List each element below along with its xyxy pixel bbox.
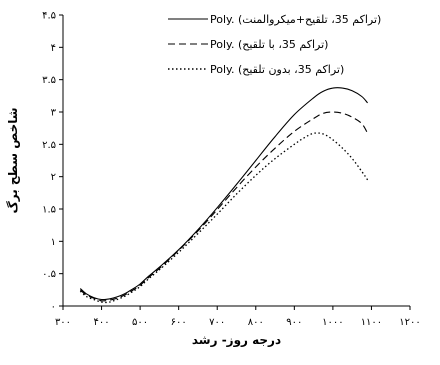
x-tick-label: ۶۰۰ xyxy=(171,317,187,328)
y-tick-label: ۴ xyxy=(51,43,56,54)
x-axis-title: درجه روز- رشد xyxy=(192,333,281,348)
chart-legend: Poly. (تراکم 35، تلقیح+میکروالمنت) Poly. … xyxy=(168,13,381,76)
y-tick-label: ۰ xyxy=(51,302,56,313)
x-axis-ticks: ۳۰۰ ۴۰۰ ۵۰۰ ۶۰۰ ۷۰۰ ۸۰۰ ۹۰۰ ۱۰۰۰ ۱۱۰۰ ۱۲۰۰ xyxy=(55,306,421,328)
x-tick-label: ۴۰۰ xyxy=(93,317,109,328)
x-tick-label: ۸۰۰ xyxy=(248,317,264,328)
y-tick-label: ۲ xyxy=(51,172,56,183)
x-tick-label: ۹۰۰ xyxy=(286,317,302,328)
y-tick-label: ۰.۵ xyxy=(42,269,56,280)
y-tick-label: ۱.۵ xyxy=(42,205,56,216)
x-tick-label: ۵۰۰ xyxy=(132,317,148,328)
x-tick-label: ۱۰۰۰ xyxy=(322,317,343,328)
series-line-1 xyxy=(79,87,369,301)
y-tick-label: ۴.۵ xyxy=(42,11,56,22)
x-tick-label: ۷۰۰ xyxy=(209,317,225,328)
legend-label-3: Poly. (تراکم 35، بدون تلقیح) xyxy=(210,63,344,76)
legend-label-2: Poly. (تراکم 35، با تلقیح) xyxy=(210,38,328,51)
y-axis-ticks: ۰ ۰.۵ ۱ ۱.۵ ۲ ۲.۵ ۳ ۳.۵ ۴ ۴.۵ xyxy=(42,11,63,313)
series-line-2 xyxy=(79,111,369,302)
series-line-3 xyxy=(79,132,369,304)
legend-label-1: Poly. (تراکم 35، تلقیح+میکروالمنت) xyxy=(210,13,381,26)
y-tick-label: ۳ xyxy=(51,108,57,119)
x-tick-label: ۱۲۰۰ xyxy=(399,317,420,328)
y-tick-label: ۲.۵ xyxy=(42,140,56,151)
y-tick-label: ۳.۵ xyxy=(42,75,56,86)
y-axis-title: شاخص سطح برگ xyxy=(5,107,20,213)
series-lines xyxy=(79,87,369,304)
x-tick-label: ۳۰۰ xyxy=(55,317,71,328)
x-tick-label: ۱۱۰۰ xyxy=(361,317,382,328)
y-tick-label: ۱ xyxy=(51,237,56,248)
